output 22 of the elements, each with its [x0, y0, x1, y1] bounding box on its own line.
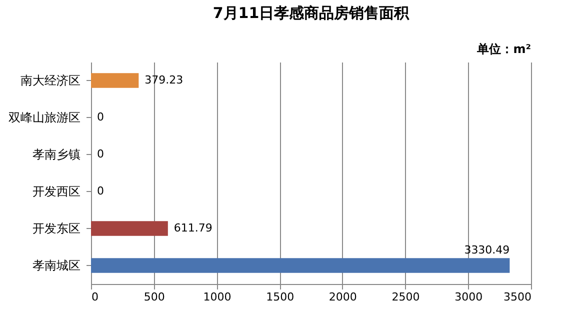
x-tick-label: 2000 — [328, 290, 357, 304]
x-tick-label: 2500 — [392, 290, 420, 304]
data-label: 379.23 — [144, 74, 184, 86]
data-label: 3330.49 — [464, 244, 510, 256]
data-label: 0 — [97, 148, 104, 160]
x-tick-label: 1500 — [266, 290, 294, 304]
x-tick-label: 3000 — [454, 290, 483, 304]
y-tick-label: 开发西区 — [32, 184, 80, 198]
x-tick-label: 3500 — [504, 290, 532, 304]
data-label: 0 — [97, 110, 104, 124]
y-tick-label: 双峰山旅游区 — [8, 110, 80, 124]
y-tick-label: 南大经济区 — [20, 74, 80, 88]
data-label: 0 — [97, 184, 104, 198]
x-tick-label: 0 — [92, 290, 98, 304]
y-tick-label: 孝南乡镇 — [32, 148, 80, 162]
chart-title: 7月11日孝感商品房销售面积 — [212, 4, 410, 22]
x-tick-label: 500 — [144, 290, 165, 304]
data-label: 611.79 — [174, 222, 212, 234]
y-tick-label: 孝南城区 — [32, 258, 80, 272]
text: 单位：m² — [476, 42, 531, 56]
x-tick-label: 1000 — [203, 290, 232, 304]
y-tick-label: 开发东区 — [32, 222, 80, 236]
